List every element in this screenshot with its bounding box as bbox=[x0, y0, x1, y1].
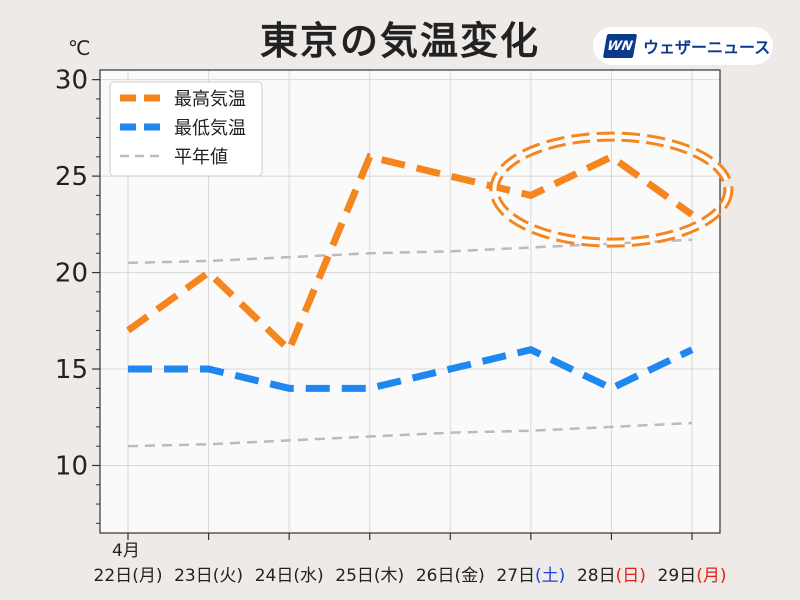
series-line-最低気温 bbox=[128, 346, 694, 393]
legend-label: 平年値 bbox=[174, 147, 228, 168]
x-tick-weekday: (月) bbox=[696, 566, 726, 586]
x-tick-day: 24日 bbox=[255, 566, 294, 586]
legend-label: 最低気温 bbox=[174, 118, 246, 139]
x-tick-label: 26日(金) bbox=[416, 566, 485, 586]
x-tick-label: 25日(木) bbox=[335, 566, 404, 586]
y-tick-label: 20 bbox=[55, 259, 88, 289]
x-tick-weekday: (木) bbox=[374, 566, 404, 586]
x-tick-label: 22日(月) bbox=[94, 566, 163, 586]
series-line-平年値 bbox=[127, 238, 693, 265]
y-unit-label: ℃ bbox=[68, 36, 90, 60]
plot-frame bbox=[99, 69, 721, 534]
y-tick-label: 25 bbox=[55, 162, 88, 192]
x-tick-weekday: (月) bbox=[132, 566, 162, 586]
x-tick-label: 23日(火) bbox=[174, 566, 243, 586]
x-tick-day: 23日 bbox=[174, 566, 213, 586]
highlight bbox=[489, 131, 734, 248]
x-tick-day: 25日 bbox=[335, 566, 374, 586]
x-tick-weekday: (水) bbox=[293, 566, 323, 586]
x-tick-label: 24日(水) bbox=[255, 566, 324, 586]
y-tick-label: 30 bbox=[55, 66, 88, 96]
x-tick-label: 27日(土) bbox=[496, 566, 565, 586]
x-tick-weekday: (金) bbox=[454, 566, 484, 586]
chart-title: 東京の気温変化 bbox=[259, 19, 540, 63]
x-tick-label: 29日(月) bbox=[658, 566, 727, 586]
series-line-normal-low bbox=[127, 421, 693, 448]
x-tick-day: 26日 bbox=[416, 566, 455, 586]
x-tick-day: 27日 bbox=[496, 566, 535, 586]
legend-label: 最高気温 bbox=[174, 89, 246, 110]
y-tick-label: 15 bbox=[55, 355, 88, 385]
brand-logo: WN ウェザーニュース bbox=[593, 27, 773, 65]
x-tick-label: 28日(日) bbox=[577, 566, 646, 586]
y-tick-label: 10 bbox=[55, 451, 88, 481]
series-lines bbox=[125, 152, 695, 448]
x-tick-day: 28日 bbox=[577, 566, 616, 586]
x-tick-weekday: (土) bbox=[535, 566, 565, 586]
x-tick-day: 29日 bbox=[658, 566, 697, 586]
brand-name: ウェザーニュース bbox=[643, 38, 771, 57]
x-tick-weekday: (日) bbox=[616, 566, 646, 586]
legend-box bbox=[109, 81, 263, 177]
x-tick-weekday: (火) bbox=[213, 566, 243, 586]
x-month-label: 4月 bbox=[112, 541, 140, 561]
highlight-ellipse-inner bbox=[492, 134, 731, 245]
series-line-最高気温 bbox=[125, 152, 695, 356]
x-tick-day: 22日 bbox=[94, 566, 133, 586]
